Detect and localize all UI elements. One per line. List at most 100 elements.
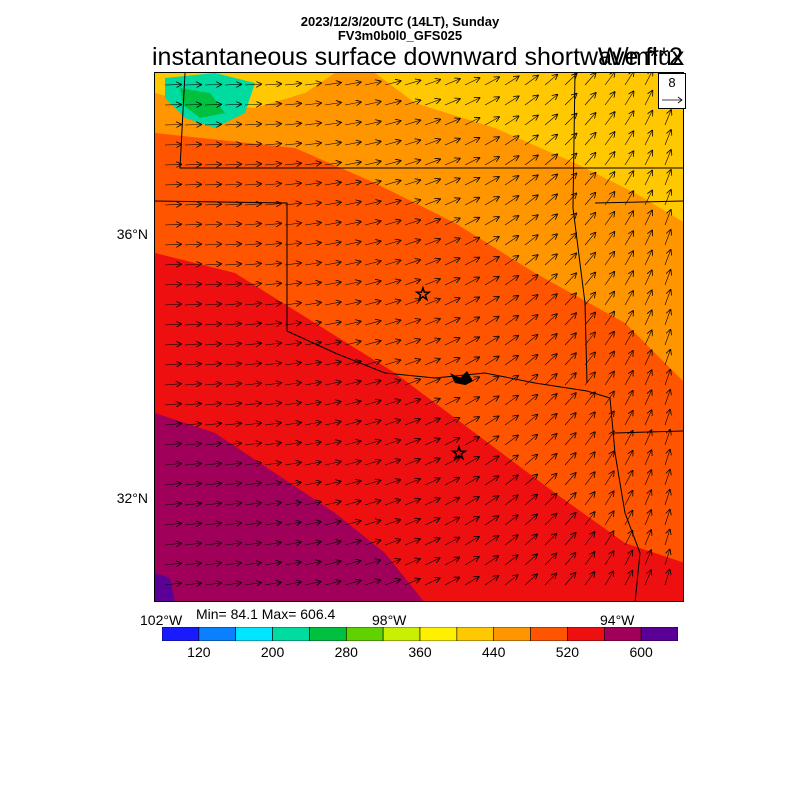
wind-arrow bbox=[364, 301, 381, 306]
wind-arrow bbox=[464, 397, 479, 406]
wind-arrow bbox=[604, 232, 614, 246]
min-max-stats: Min= 84.1 Max= 606.4 bbox=[196, 606, 336, 622]
wind-arrow bbox=[544, 374, 557, 386]
colorbar-tick-label: 360 bbox=[408, 644, 432, 660]
wind-arrow bbox=[344, 262, 361, 265]
wind-arrow bbox=[464, 218, 479, 226]
wind-arrow bbox=[484, 97, 499, 106]
wind-arrow bbox=[384, 221, 400, 226]
wind-arrow bbox=[604, 432, 614, 446]
wind-arrow bbox=[504, 96, 519, 106]
wind-arrow bbox=[464, 377, 479, 386]
wind-arrow bbox=[664, 270, 671, 286]
wind-arrow bbox=[184, 583, 201, 585]
colorbar-box bbox=[309, 627, 347, 641]
wind-arrow bbox=[324, 162, 341, 165]
wind-arrow bbox=[384, 400, 400, 406]
wind-arrow bbox=[244, 244, 261, 245]
wind-arrow bbox=[364, 520, 380, 526]
wind-arrow bbox=[304, 302, 321, 305]
wind-arrow bbox=[544, 254, 557, 266]
wind-arrow bbox=[324, 402, 341, 405]
wind-arrow bbox=[504, 495, 518, 506]
wind-arrow bbox=[184, 543, 201, 545]
wind-arrow bbox=[184, 364, 201, 365]
wind-arrow bbox=[484, 157, 499, 166]
wind-arrow bbox=[444, 318, 460, 326]
wind-arrow bbox=[644, 510, 651, 526]
wind-arrow bbox=[324, 561, 341, 565]
wind-arrow bbox=[664, 230, 671, 246]
wind-arrow bbox=[284, 462, 301, 465]
wind-arrow bbox=[384, 121, 400, 126]
flux-band-cloud-core bbox=[180, 88, 225, 118]
wind-arrow bbox=[584, 333, 595, 346]
wind-arrow bbox=[244, 563, 261, 565]
wind-arrow bbox=[664, 210, 671, 226]
wind-arrow bbox=[644, 131, 652, 146]
wind-arrow bbox=[624, 151, 633, 166]
wind-arrow bbox=[664, 470, 670, 486]
wind-arrow bbox=[624, 191, 633, 206]
wind-arrow bbox=[644, 470, 651, 486]
wind-arrow bbox=[624, 531, 632, 546]
wind-arrow bbox=[404, 80, 420, 86]
wind-arrow bbox=[644, 191, 652, 206]
wind-arrow bbox=[264, 503, 281, 506]
colorbar-box bbox=[345, 627, 384, 641]
wind-arrow bbox=[564, 433, 576, 446]
wind-arrow bbox=[504, 196, 518, 206]
wind-arrow bbox=[164, 424, 181, 425]
wind-arrow bbox=[584, 293, 595, 306]
wind-arrow bbox=[384, 300, 400, 306]
wind-arrow bbox=[464, 337, 479, 346]
wind-arrow bbox=[224, 144, 241, 145]
wind-arrow bbox=[264, 84, 281, 85]
wind-arrow bbox=[644, 171, 652, 186]
wind-arrow bbox=[304, 183, 321, 185]
wind-arrow bbox=[244, 164, 261, 165]
wind-arrow bbox=[404, 399, 420, 406]
wind-arrow bbox=[364, 181, 381, 185]
wind-arrow bbox=[284, 422, 301, 425]
wind-arrow bbox=[504, 356, 518, 366]
wind-arrow bbox=[444, 418, 459, 426]
wind-arrow bbox=[604, 172, 614, 186]
wind-arrow bbox=[544, 394, 557, 406]
wind-arrow bbox=[244, 403, 261, 405]
wind-arrow bbox=[224, 104, 241, 105]
wind-arrow bbox=[344, 561, 360, 566]
wind-arrow bbox=[284, 343, 301, 345]
wind-arrow bbox=[304, 582, 321, 585]
wind-arrow bbox=[624, 551, 632, 566]
wind-arrow bbox=[204, 284, 221, 285]
wind-arrow bbox=[364, 241, 381, 246]
wind-arrow bbox=[304, 83, 321, 85]
wind-arrow bbox=[644, 450, 651, 466]
wind-arrow bbox=[264, 323, 281, 325]
wind-arrow bbox=[324, 222, 341, 225]
wind-arrow bbox=[284, 263, 301, 265]
wind-arrow bbox=[664, 310, 670, 326]
wind-arrow bbox=[624, 471, 633, 486]
wind-arrow bbox=[664, 330, 670, 346]
wind-arrow bbox=[444, 298, 460, 306]
wind-arrow bbox=[624, 171, 633, 186]
wind-arrow bbox=[324, 282, 341, 285]
wind-arrow bbox=[164, 244, 181, 245]
wind-arrow bbox=[404, 120, 420, 126]
wind-arrow bbox=[484, 297, 499, 306]
wind-arrow bbox=[404, 180, 420, 186]
wind-arrow bbox=[344, 122, 361, 125]
wind-arrow bbox=[384, 520, 400, 526]
wind-arrow bbox=[564, 353, 576, 366]
lat-label-32n: 32°N bbox=[116, 490, 148, 506]
wind-arrow bbox=[344, 222, 361, 225]
wind-arrow bbox=[284, 163, 301, 165]
wind-arrow bbox=[404, 240, 420, 246]
wind-arrow bbox=[424, 478, 440, 486]
wind-arrow bbox=[164, 125, 181, 126]
wind-arrow bbox=[584, 572, 594, 586]
wind-arrow bbox=[284, 123, 301, 125]
colorbar-tick-label: 520 bbox=[555, 644, 580, 660]
